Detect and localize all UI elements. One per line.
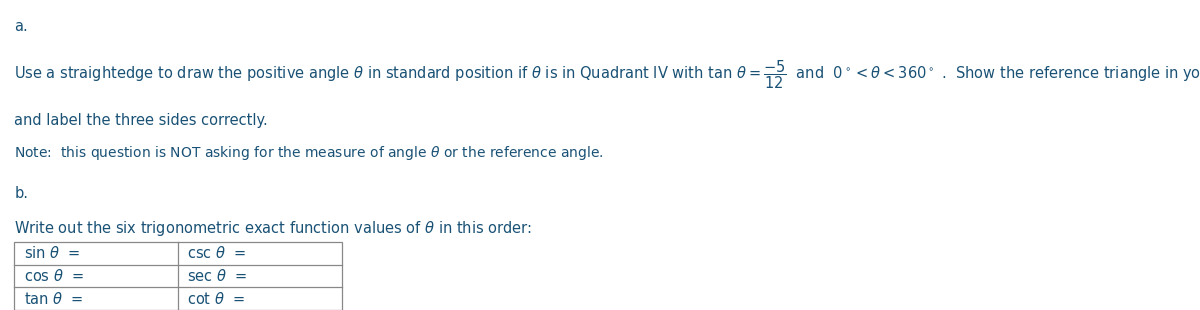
Text: $\sin\,\theta$  =: $\sin\,\theta$ = xyxy=(24,245,80,261)
Text: $\cot\,\theta$  =: $\cot\,\theta$ = xyxy=(187,291,246,307)
Text: $\csc\,\theta$  =: $\csc\,\theta$ = xyxy=(187,245,246,261)
Text: $\cos\,\theta$  =: $\cos\,\theta$ = xyxy=(24,268,84,284)
Text: and label the three sides correctly.: and label the three sides correctly. xyxy=(14,113,268,128)
Text: Use a straightedge to draw the positive angle $\theta$ in standard position if $: Use a straightedge to draw the positive … xyxy=(14,59,1200,91)
Bar xyxy=(14,242,342,310)
Text: $\sec\,\theta$  =: $\sec\,\theta$ = xyxy=(187,268,247,284)
Text: Write out the six trigonometric exact function values of $\theta$ in this order:: Write out the six trigonometric exact fu… xyxy=(14,219,533,237)
Text: a.: a. xyxy=(14,19,28,33)
Text: $\tan\,\theta$  =: $\tan\,\theta$ = xyxy=(24,291,84,307)
Text: b.: b. xyxy=(14,186,29,201)
Text: Note:  this question is NOT asking for the measure of angle $\theta$ or the refe: Note: this question is NOT asking for th… xyxy=(14,144,604,162)
